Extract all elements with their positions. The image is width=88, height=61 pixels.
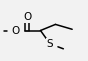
Text: S: S	[47, 39, 54, 49]
Text: O: O	[23, 12, 31, 22]
Text: O: O	[12, 25, 20, 36]
